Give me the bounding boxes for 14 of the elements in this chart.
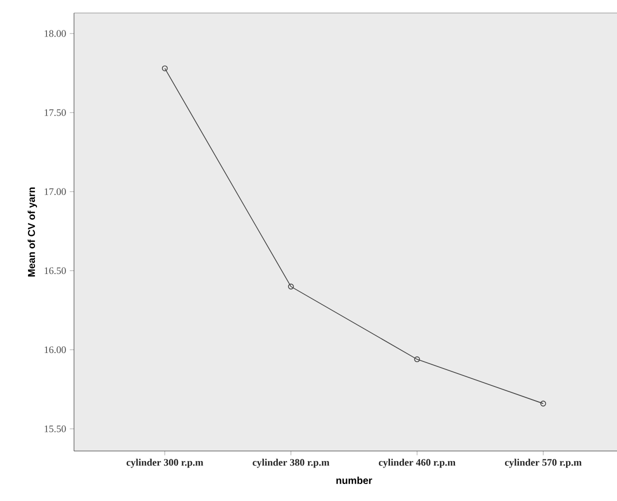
y-tick-label: 18.00 bbox=[44, 30, 66, 37]
y-tick-label: 15.50 bbox=[44, 425, 66, 432]
x-tick-label: cylinder 300 r.p.m bbox=[126, 458, 204, 468]
y-axis-title: Mean of CV of yarn bbox=[28, 188, 37, 276]
x-tick-label: cylinder 380 r.p.m bbox=[252, 458, 330, 468]
y-tick-label: 17.50 bbox=[44, 109, 66, 116]
x-axis-title: number bbox=[336, 476, 372, 484]
x-tick-label: cylinder 460 r.p.m bbox=[378, 458, 456, 468]
y-tick-label: 17.00 bbox=[44, 188, 66, 196]
y-tick-label: 16.50 bbox=[44, 267, 66, 274]
point bbox=[288, 284, 294, 290]
x-tick-label: cylinder 570 r.p.m bbox=[504, 458, 582, 468]
y-tick-label: 16.00 bbox=[44, 346, 66, 354]
point bbox=[414, 356, 420, 362]
